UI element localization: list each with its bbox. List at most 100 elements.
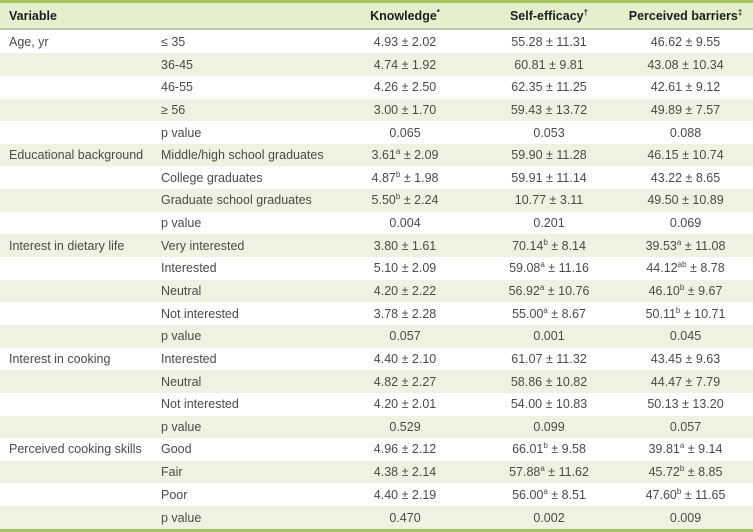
mean-value: 46.10 — [648, 283, 680, 298]
sd-value: ± 7.79 — [682, 374, 721, 389]
mean-value: 0.088 — [669, 125, 702, 140]
perceived-barriers-value-cell: 47.60b ± 11.65 — [618, 483, 753, 506]
row-subcategory-label: Fair — [161, 465, 183, 480]
mean-value: 56.92 — [508, 283, 540, 298]
knowledge-value-cell: 0.065 — [330, 121, 480, 144]
perceived-barriers-value-cell: 0.045 — [618, 325, 753, 348]
mean-value: 4.96 — [373, 442, 399, 457]
significance-superscript: b — [395, 169, 401, 179]
mean-value: 59.91 — [511, 170, 543, 185]
row-group-label — [0, 212, 152, 235]
knowledge-value-cell: 4.40 ± 2.19 — [330, 483, 480, 506]
sd-value: ± 2.09 — [400, 148, 439, 163]
knowledge-value-cell: 4.74 ± 1.92 — [330, 53, 480, 76]
perceived-barriers-value-cell: 50.11b ± 10.71 — [618, 302, 753, 325]
row-subcategory-label: ≤ 35 — [161, 34, 186, 49]
perceived-barriers-value-cell: 39.53a ± 11.08 — [618, 234, 753, 257]
table-row: Interest in cooking Interested 4.40 ± 2.… — [0, 347, 753, 371]
significance-superscript: a — [540, 260, 545, 270]
table-row: ≥ 56 3.00 ± 1.70 59.43 ± 13.72 49.89 ± 7… — [0, 98, 753, 122]
mean-value: 45.72 — [648, 465, 680, 480]
mean-value: 4.40 — [373, 351, 399, 366]
row-subcategory-label: Graduate school graduates — [161, 193, 312, 208]
row-subcategory-label: Interested — [161, 261, 217, 276]
mean-value: 50.11 — [645, 306, 676, 321]
mean-value: 39.81 — [648, 442, 680, 457]
mean-value: 54.00 — [510, 397, 543, 412]
perceived-barriers-value-cell: 46.15 ± 10.74 — [618, 144, 753, 167]
sd-value: ± 1.61 — [398, 238, 437, 253]
significance-superscript: a — [539, 282, 545, 292]
mean-value: 3.00 — [373, 102, 399, 117]
mean-value: 57.88 — [509, 465, 541, 480]
table-row: 36-45 4.74 ± 1.92 60.81 ± 9.81 43.08 ± 1… — [0, 53, 753, 76]
row-group-label — [0, 506, 152, 529]
perceived-barriers-value-cell: 42.61 ± 9.12 — [618, 76, 753, 99]
significance-superscript: b — [543, 441, 548, 451]
column-header-label: Self-efficacy — [509, 8, 584, 23]
mean-value: 46.15 — [647, 148, 679, 163]
row-group-label — [0, 121, 152, 144]
mean-value: 4.20 — [373, 283, 399, 298]
row-subcategory-label: Very interested — [161, 238, 245, 253]
mean-value: 0.069 — [669, 216, 702, 231]
self-efficacy-value-cell: 58.86 ± 10.82 — [480, 370, 618, 393]
table-header: Variable Knowledge* Self-efficacy† Perce… — [0, 3, 753, 30]
sd-value: ± 11.14 — [542, 170, 587, 185]
mean-value: 0.045 — [669, 329, 702, 344]
row-subcategory-label: 36-45 — [161, 57, 193, 72]
knowledge-value-cell: 0.057 — [330, 325, 480, 348]
column-header-label: Knowledge — [370, 8, 437, 23]
row-group-label — [0, 257, 152, 280]
mean-value: 0.004 — [389, 216, 421, 231]
knowledge-value-cell: 4.40 ± 2.10 — [330, 348, 480, 371]
column-header-label: Perceived barriers — [628, 8, 738, 23]
perceived-barriers-value-cell: 43.08 ± 10.34 — [618, 53, 753, 76]
mean-value: 49.89 — [650, 102, 683, 117]
self-efficacy-value-cell: 55.00a ± 8.67 — [480, 302, 618, 325]
table-row: Neutral 4.20 ± 2.22 56.92a ± 10.76 46.10… — [0, 279, 753, 303]
sd-value: ± 8.65 — [682, 170, 721, 185]
row-subcategory-label: Good — [161, 442, 192, 457]
mean-value: 4.93 — [373, 34, 399, 49]
mean-value: 55.00 — [512, 306, 544, 321]
sd-value: ± 2.24 — [400, 193, 439, 208]
mean-value: 0.009 — [669, 510, 702, 525]
mean-value: 0.099 — [533, 419, 565, 434]
sd-value: ± 10.82 — [542, 374, 588, 389]
row-subcategory-label: Poor — [161, 487, 188, 502]
sd-value: ± 11.28 — [542, 148, 587, 163]
significance-superscript: b — [395, 192, 401, 202]
mean-value: 39.53 — [645, 238, 677, 253]
significance-superscript: b — [679, 463, 685, 473]
table-row: Poor 4.40 ± 2.19 56.00a ± 8.51 47.60b ± … — [0, 483, 753, 507]
sd-value: ± 8.78 — [686, 261, 725, 276]
self-efficacy-value-cell: 59.91 ± 11.14 — [480, 166, 618, 189]
self-efficacy-value-cell: 59.43 ± 13.72 — [480, 99, 618, 122]
column-header-knowledge: Knowledge* — [330, 3, 481, 30]
sd-value: ± 11.31 — [542, 34, 587, 49]
mean-value: 5.10 — [373, 261, 399, 276]
knowledge-value-cell: 4.38 ± 2.14 — [330, 461, 480, 484]
self-efficacy-value-cell: 56.00a ± 8.51 — [480, 483, 618, 506]
mean-value: 4.40 — [373, 487, 399, 502]
row-group-label — [0, 76, 152, 99]
perceived-barriers-value-cell: 43.22 ± 8.65 — [618, 166, 753, 189]
sd-value: ± 9.14 — [684, 442, 723, 457]
table-row: College graduates 4.87b ± 1.98 59.91 ± 1… — [0, 166, 753, 190]
table-body: Age, yr ≤ 35 4.93 ± 2.02 55.28 ± 11.31 4… — [0, 29, 753, 529]
self-efficacy-value-cell: 0.053 — [480, 121, 618, 144]
mean-value: 0.057 — [389, 329, 421, 344]
sd-value: ± 1.98 — [400, 170, 439, 185]
knowledge-value-cell: 4.26 ± 2.50 — [330, 76, 480, 99]
sd-value: ± 2.01 — [398, 397, 437, 412]
row-group-label: Interest in cooking — [9, 351, 111, 366]
row-subcategory-label: Interested — [161, 351, 217, 366]
mean-value: 0.053 — [533, 125, 565, 140]
sd-value: ± 2.27 — [398, 374, 437, 389]
mean-value: 55.28 — [511, 34, 543, 49]
self-efficacy-value-cell: 0.002 — [480, 506, 618, 529]
sd-value: ± 2.02 — [398, 34, 437, 49]
mean-value: 66.01 — [512, 442, 544, 457]
